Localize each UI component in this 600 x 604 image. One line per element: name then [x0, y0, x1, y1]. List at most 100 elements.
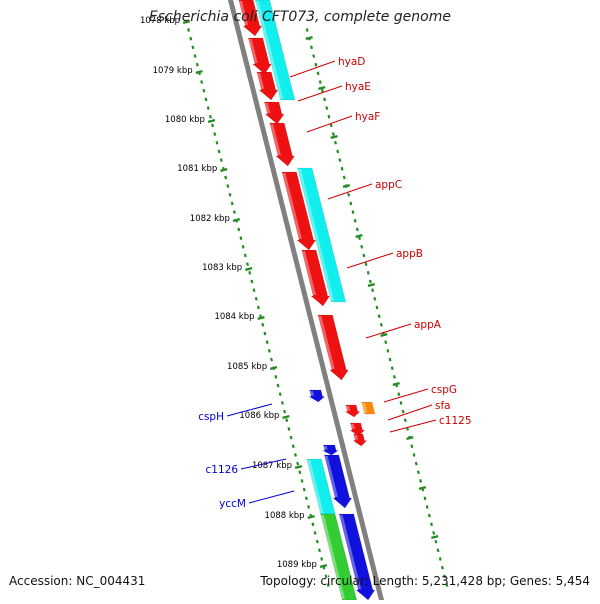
- gene-feature[interactable]: [322, 444, 340, 456]
- gene-feature[interactable]: [297, 167, 347, 303]
- tick-minor: [215, 140, 219, 145]
- tick-minor: [232, 210, 236, 214]
- tick-minor: [353, 218, 357, 223]
- tick-minor: [347, 192, 351, 197]
- tick-minor: [285, 418, 289, 423]
- gene-feature[interactable]: [264, 101, 285, 125]
- gene-feature[interactable]: [254, 0, 296, 101]
- gene-feature[interactable]: [238, 0, 263, 37]
- genome-summary-text: Topology: circular; Length: 5,231,428 bp…: [260, 574, 590, 588]
- tick-minor: [305, 28, 309, 32]
- tick-minor: [200, 80, 204, 84]
- tick-minor: [217, 149, 221, 154]
- tick-major: [305, 35, 313, 41]
- tick-major: [220, 167, 228, 173]
- tick-major: [195, 69, 203, 75]
- tick-minor: [302, 487, 306, 492]
- tick-major: [318, 85, 326, 91]
- gene-label-yccM[interactable]: yccM: [219, 498, 246, 510]
- tick-minor: [419, 479, 423, 483]
- gene-feature[interactable]: [317, 314, 349, 381]
- gene-feature[interactable]: [349, 422, 366, 437]
- feature-highlight: [318, 316, 335, 369]
- tick-minor: [270, 357, 273, 362]
- tick-major: [257, 315, 265, 321]
- tick-minor: [377, 314, 381, 318]
- gene-label-hyaE[interactable]: hyaE: [345, 81, 371, 93]
- tick-minor: [432, 531, 436, 535]
- tick-major: [182, 19, 191, 25]
- gene-feature[interactable]: [269, 122, 296, 167]
- gene-label-appB[interactable]: appB: [396, 248, 423, 260]
- kbp-tick-label: 1081 kbp: [177, 164, 217, 174]
- tick-minor: [263, 331, 267, 336]
- tick-minor: [315, 539, 319, 544]
- feature-highlight: [361, 403, 368, 413]
- tick-minor: [362, 253, 366, 258]
- tick-minor: [211, 123, 215, 128]
- gene-label-cspG[interactable]: cspG: [431, 384, 457, 396]
- tick-major: [367, 282, 376, 288]
- tick-minor: [189, 36, 193, 41]
- gene-leader-line: [297, 85, 343, 102]
- gene-label-sfa[interactable]: sfa: [435, 400, 451, 412]
- gene-feature[interactable]: [308, 389, 326, 403]
- feature-highlight: [324, 456, 338, 497]
- tick-major: [307, 514, 315, 520]
- gene-label-c1125[interactable]: c1125: [439, 415, 472, 427]
- tick-major: [319, 563, 328, 569]
- tick-minor: [311, 522, 315, 527]
- gene-label-hyaD[interactable]: hyaD: [338, 56, 365, 68]
- tick-minor: [316, 71, 320, 76]
- gene-leader-line: [389, 419, 437, 433]
- tick-minor: [304, 496, 308, 501]
- gene-feature[interactable]: [338, 513, 376, 601]
- kbp-tick-label: 1085 kbp: [227, 362, 267, 372]
- kbp-tick-label: 1087 kbp: [252, 461, 292, 471]
- tick-minor: [300, 479, 304, 483]
- gene-feature[interactable]: [301, 249, 331, 307]
- tick-minor: [228, 192, 232, 197]
- tick-minor: [267, 349, 271, 353]
- tick-minor: [246, 262, 249, 266]
- gene-feature[interactable]: [281, 171, 317, 251]
- tick-minor: [425, 505, 429, 509]
- feature-highlight: [339, 515, 362, 589]
- tick-minor: [360, 244, 364, 249]
- tick-minor: [312, 54, 316, 58]
- tick-minor: [219, 158, 223, 162]
- tick-major: [418, 485, 427, 491]
- tick-minor: [265, 340, 269, 345]
- tick-minor: [291, 444, 295, 449]
- gene-feature[interactable]: [256, 71, 279, 101]
- gene-feature[interactable]: [352, 433, 368, 447]
- gene-label-c1126[interactable]: c1126: [206, 464, 239, 476]
- gene-label-hyaF[interactable]: hyaF: [355, 111, 380, 123]
- tick-minor: [324, 574, 328, 579]
- kbp-tick-label: 1078 kbp: [140, 16, 180, 26]
- tick-minor: [379, 323, 383, 327]
- gene-leader-line: [289, 60, 336, 78]
- tick-minor: [340, 166, 344, 171]
- gene-feature[interactable]: [324, 454, 353, 509]
- gene-label-appC[interactable]: appC: [375, 179, 402, 191]
- tick-minor: [283, 409, 287, 414]
- gene-feature[interactable]: [247, 37, 272, 75]
- gene-label-cspH[interactable]: cspH: [198, 411, 224, 423]
- tick-minor: [326, 583, 330, 587]
- tick-minor: [438, 557, 442, 561]
- tick-minor: [445, 583, 449, 587]
- feature-highlight: [257, 73, 265, 89]
- gene-feature[interactable]: [344, 404, 361, 418]
- tick-minor: [254, 297, 258, 301]
- gene-label-appA[interactable]: appA: [414, 319, 442, 331]
- tick-minor: [289, 435, 293, 440]
- tick-minor: [256, 305, 260, 310]
- tick-major: [232, 217, 241, 223]
- tick-minor: [239, 236, 243, 240]
- tick-minor: [443, 574, 447, 579]
- tick-major: [431, 534, 439, 540]
- gene-feature[interactable]: [361, 401, 376, 415]
- tick-minor: [373, 297, 377, 301]
